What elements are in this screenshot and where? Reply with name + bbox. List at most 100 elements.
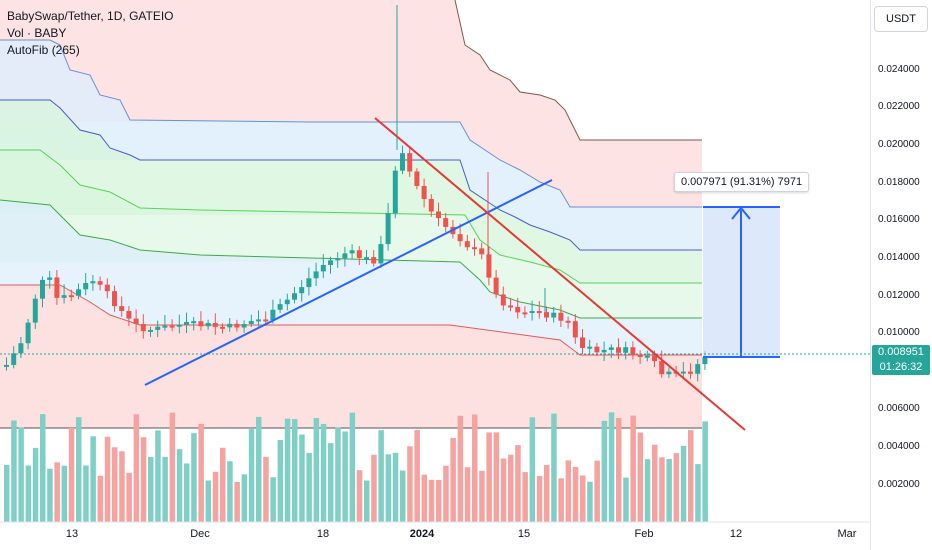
volume-bar [313,417,320,522]
legend-symbol[interactable]: BabySwap/Tether, 1D, GATEIO [7,9,174,23]
fib-band-green-2 [0,150,702,318]
candle-body [457,234,463,242]
volume-bar [25,465,32,522]
y-tick: 0.018000 [878,177,920,188]
candle-body [594,346,600,353]
volume-bar [227,461,233,522]
current-price-badge: 0.008951 01:26:32 [872,345,930,375]
volume-bar [436,479,442,522]
volume-bar [263,456,269,522]
candle-body [558,312,564,321]
volume-bar [83,465,89,522]
volume-bar [601,420,608,522]
candle-body [176,324,182,327]
volume-bar [688,430,694,522]
candle-body [284,299,290,305]
volume-bar [652,444,658,522]
volume-bar [385,454,392,522]
candle-body [464,241,470,248]
candle-body [47,277,53,280]
volume-bar [457,415,464,522]
candle-body [191,321,197,324]
volume-bar [335,427,341,522]
candle-body [428,198,434,212]
volume-bar [248,429,255,522]
candle-body [601,349,607,353]
volume-bar [666,458,672,522]
volume-bar [299,434,305,522]
candle-body [522,312,528,315]
legend-volume[interactable]: Vol · BABY [7,26,67,40]
y-tick: 0.004000 [878,441,920,452]
volume-bar [616,418,622,522]
x-tick: 13 [65,528,79,540]
ascending-trendline [144,179,553,386]
fib-line-3 [0,99,702,251]
candlesticks [4,5,708,382]
candle-body [342,253,348,259]
volume-bar [356,470,363,522]
x-tick: Mar [837,528,857,540]
volume-bar [320,423,327,522]
price-chart[interactable] [0,0,870,550]
candle-body [479,248,485,255]
candle-body [392,170,398,214]
volume-bar [140,437,147,522]
chart-legend: BabySwap/Tether, 1D, GATEIO Vol · BABY A… [7,8,174,59]
volume-bar [558,478,564,522]
candle-body [349,250,355,254]
candle-body [616,347,621,353]
candle-body [544,312,549,318]
volume-bar [479,470,485,522]
currency-button[interactable]: USDT [874,6,928,32]
candle-body [378,244,384,264]
volume-bar [407,446,413,522]
candle-body [119,306,125,312]
measure-label[interactable]: 0.007971 (91.31%) 7971 [674,172,810,192]
candle-body [680,371,686,374]
candle-body [126,311,132,319]
bar-countdown: 01:26:32 [879,361,923,373]
candle-body [270,309,276,321]
y-tick: 0.002000 [878,479,920,490]
volume-bar [47,468,53,522]
candle-body [169,325,175,328]
fib-band-top-red [0,0,702,207]
y-tick: 0.024000 [878,64,920,75]
volume-bar [515,445,521,522]
volume-bar [97,475,104,522]
measure-arrow-head [731,206,751,220]
volume-bar [119,451,125,522]
candle-body [364,257,369,260]
candle-body [32,298,38,323]
candle-body [472,247,477,250]
candle-body [421,185,427,199]
volume-bar [623,477,629,522]
candle-body [198,321,204,327]
legend-autofib[interactable]: AutoFib (265) [7,43,80,57]
volume-bar [392,452,399,522]
candle-body [695,364,701,374]
candle-body [112,291,117,307]
candle-body [40,279,45,299]
fib-band-blue-1 [0,0,702,250]
candle-body [486,254,492,278]
volume-bar [702,421,708,522]
volume-bar [191,433,197,522]
candle-body [580,337,585,349]
candle-body [551,312,557,318]
price-axis[interactable] [870,0,932,550]
candle-body [104,284,110,292]
candle-body [212,323,218,327]
candle-body [227,323,233,328]
candle-body [320,264,326,272]
candle-body [623,347,629,353]
candle-body [493,277,499,295]
candle-body [205,323,211,327]
x-tick: 18 [316,528,330,540]
candle-body [637,354,643,357]
y-tick: 0.016000 [878,214,920,225]
candle-body [306,278,312,288]
candle-body [702,357,708,365]
volume-bar [464,467,471,522]
